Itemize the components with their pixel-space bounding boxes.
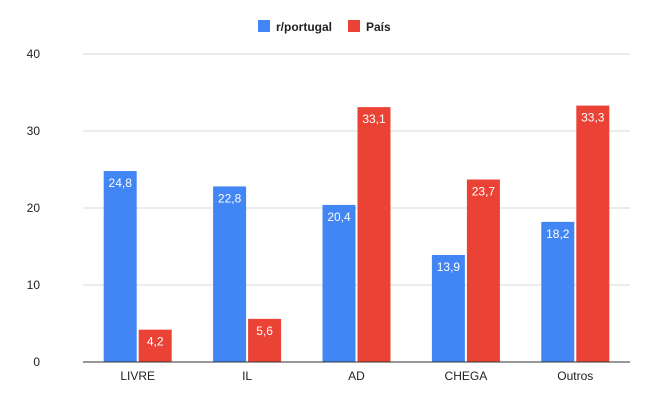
y-tick-label: 10	[27, 278, 41, 292]
y-tick-label: 30	[27, 124, 41, 138]
data-label: 20,4	[327, 210, 351, 224]
x-tick-label: CHEGA	[445, 369, 488, 383]
bar-livre-rportugal	[103, 171, 137, 362]
data-label: 24,8	[109, 176, 133, 190]
y-tick-label: 20	[27, 201, 41, 215]
data-label: 33,1	[362, 112, 386, 126]
data-label: 4,2	[147, 335, 164, 349]
x-tick-label: LIVRE	[120, 369, 155, 383]
bar-chega-pais	[466, 179, 500, 362]
y-tick-label: 0	[33, 355, 40, 369]
data-label: 5,6	[256, 324, 273, 338]
data-label: 33,3	[581, 111, 605, 125]
bars: 24,8 4,2 22,8 5,6 20,4 33,1 13,9 23,7 18,2 33,3	[103, 105, 610, 362]
bar-livre-pais	[138, 329, 172, 362]
x-tick-label: Outros	[557, 369, 593, 383]
data-label: 18,2	[546, 227, 570, 241]
data-label: 23,7	[472, 185, 496, 199]
legend-swatch-rportugal	[258, 20, 270, 32]
bar-ad-pais	[357, 107, 391, 362]
y-tick-label: 40	[27, 47, 41, 61]
x-tick-label: IL	[242, 369, 252, 383]
x-tick-label: AD	[348, 369, 365, 383]
legend: r/portugal País	[258, 20, 391, 34]
x-axis: LIVRE IL AD CHEGA Outros	[83, 361, 630, 383]
legend-label-pais: País	[366, 20, 391, 34]
data-label: 13,9	[437, 260, 461, 274]
gridlines	[83, 53, 630, 286]
bar-outros-rportugal	[541, 221, 575, 362]
bar-outros-pais	[576, 105, 610, 362]
legend-swatch-pais	[348, 20, 360, 32]
bar-ad-rportugal	[322, 204, 356, 362]
bar-il-rportugal	[213, 186, 247, 362]
bar-il-pais	[248, 318, 282, 362]
data-label: 22,8	[218, 191, 242, 205]
legend-label-rportugal: r/portugal	[276, 20, 332, 34]
y-axis: 0 10 20 30 40	[27, 47, 41, 369]
bar-chega-rportugal	[431, 254, 465, 362]
